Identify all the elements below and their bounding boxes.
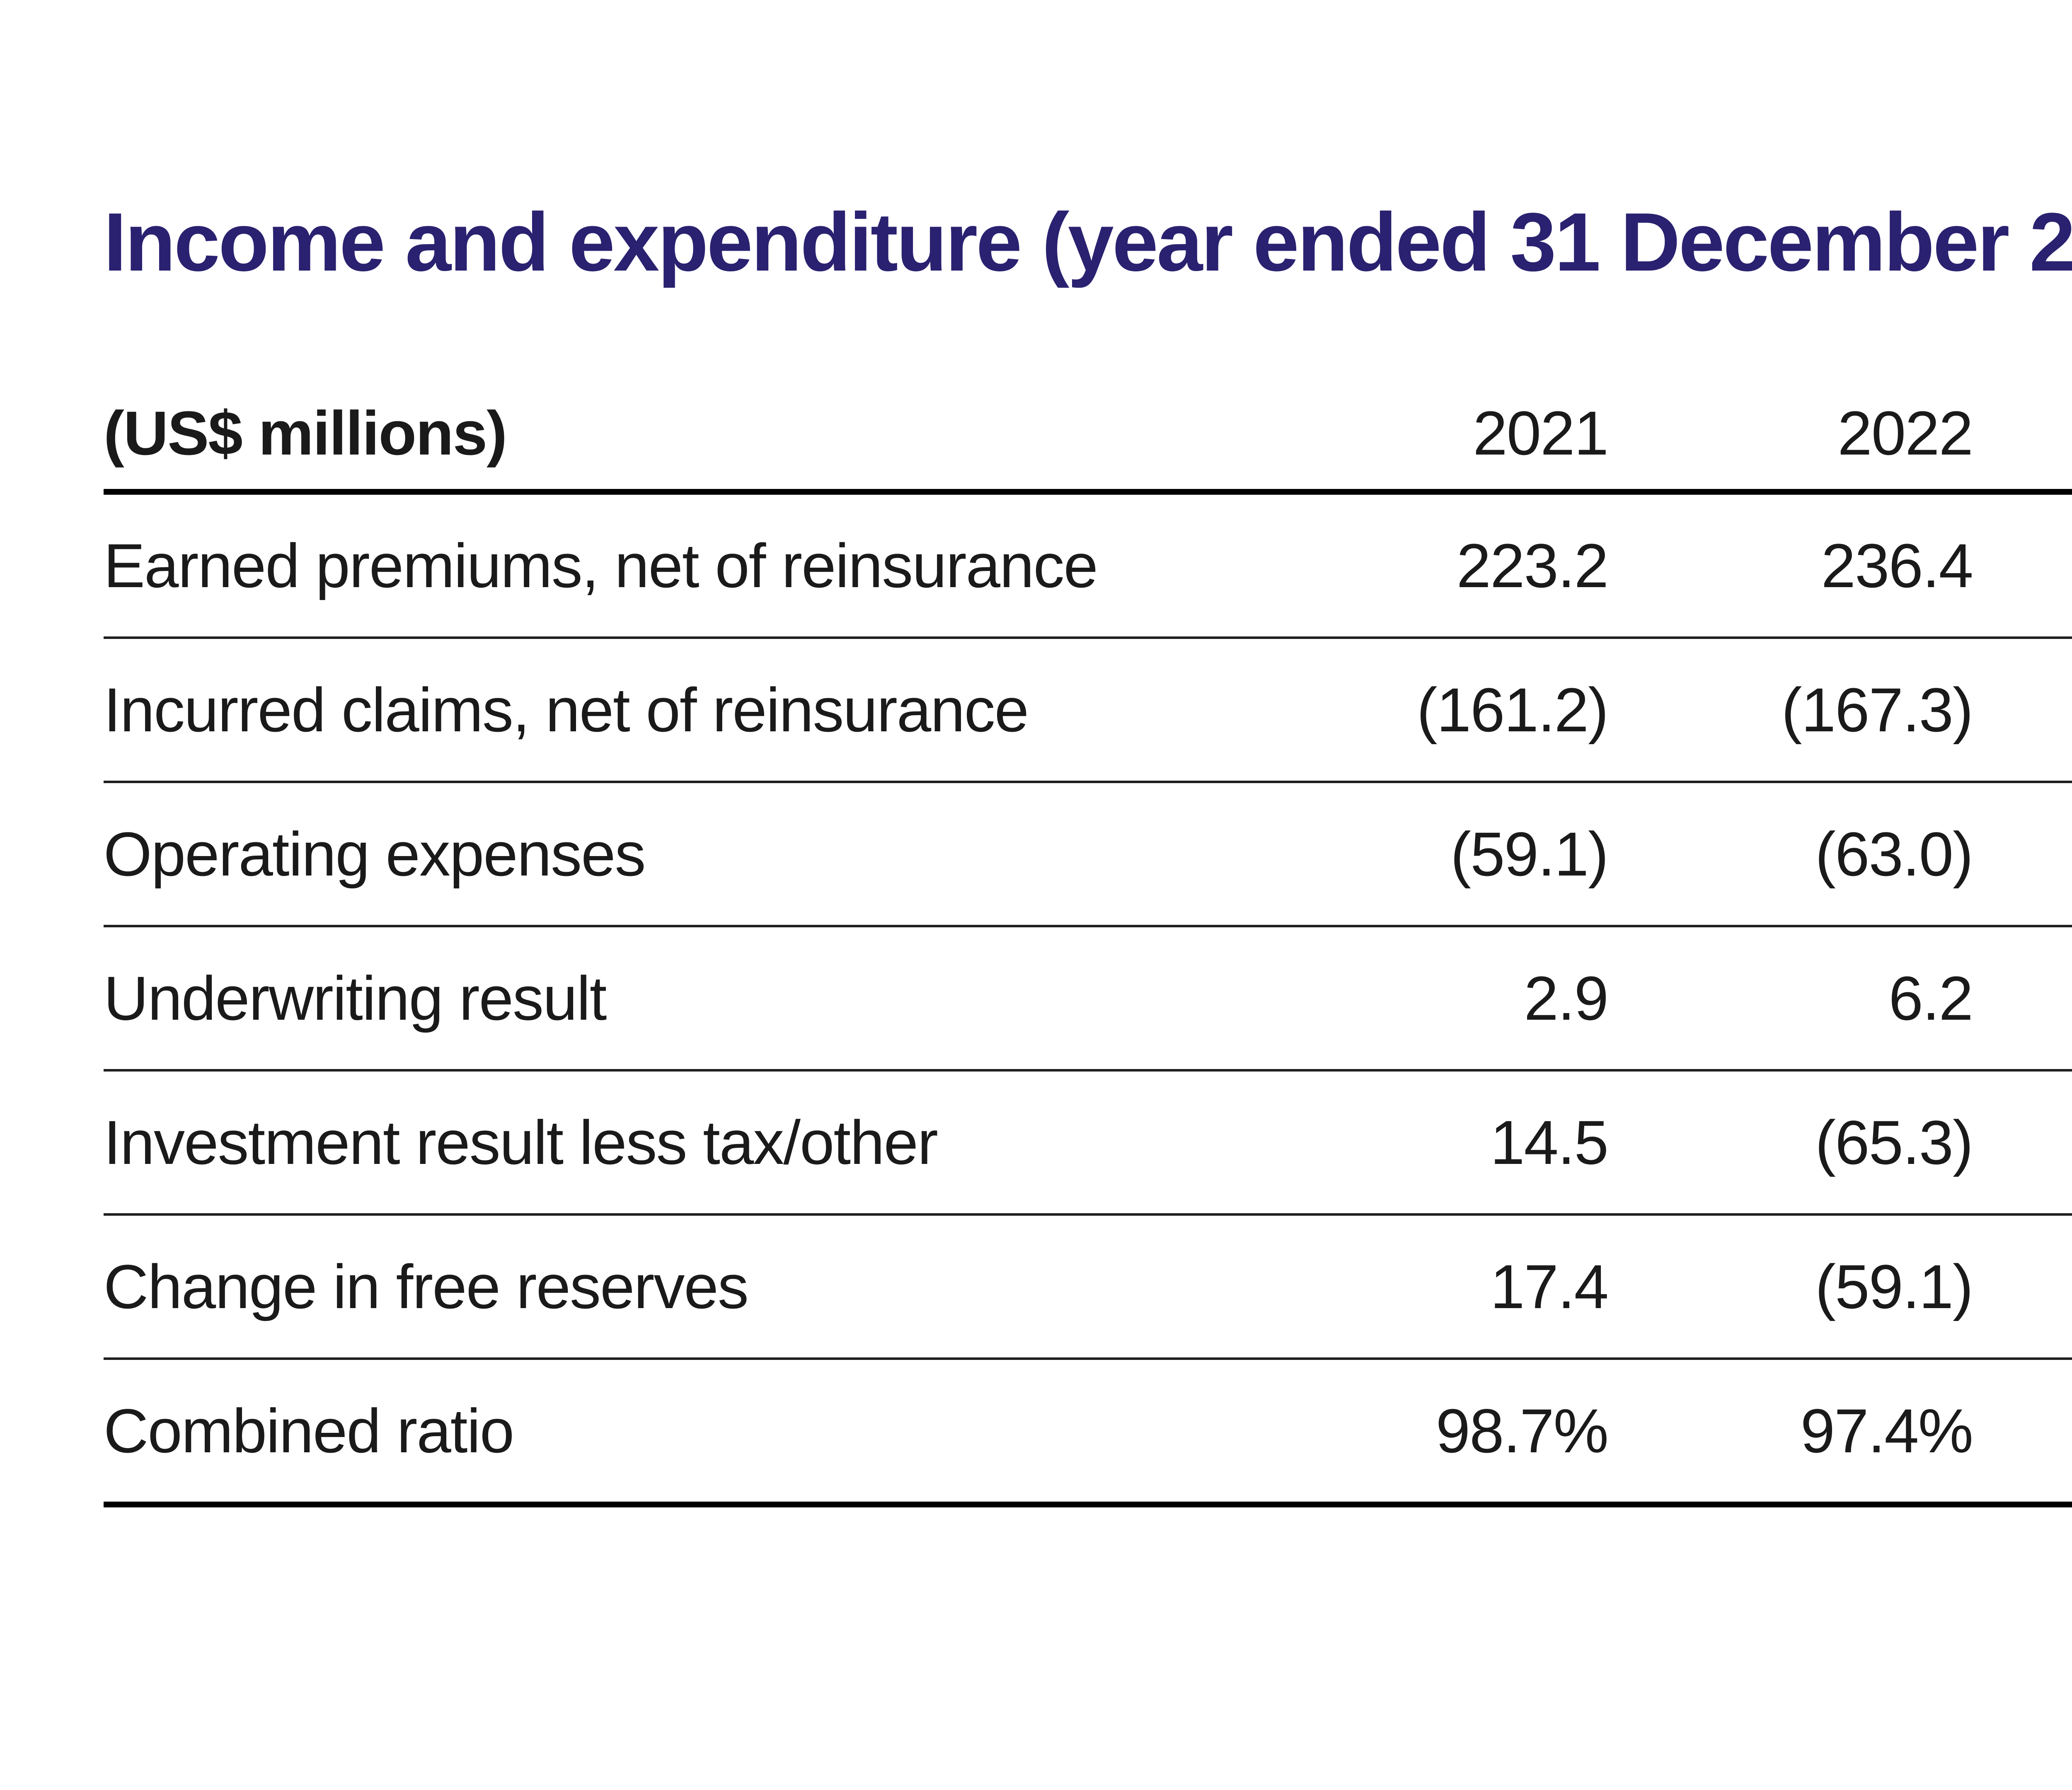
value-cell: (161.2) [1243, 638, 1609, 783]
value-cell: 97.4% [1608, 1359, 1973, 1507]
value-cell: 2.9 [1243, 926, 1609, 1072]
table-header: (US$ millions) 2021 2022 2023 2024 2025 [104, 369, 2072, 495]
table-row: Earned premiums, net of reinsurance 223.2… [104, 492, 2072, 639]
income-expenditure-table: (US$ millions) 2021 2022 2023 2024 2025 … [104, 369, 2072, 1507]
row-label: Earned premiums, net of reinsurance [104, 492, 1243, 639]
value-cell: 248.9 [1973, 492, 2072, 639]
value-cell: (63.0) [1608, 782, 1973, 927]
value-cell: 14.5 [1243, 1070, 1609, 1216]
table-row: Change in free reserves17.4(59.1)69.540.… [104, 1214, 2072, 1360]
page-title: Income and expenditure (year ended 31 De… [104, 196, 2072, 288]
year-header-2021: 2021 [1243, 369, 1609, 495]
unit-label: (US$ millions) [104, 369, 1243, 495]
row-label: Investment result less tax/other [104, 1070, 1243, 1216]
year-header-2023: 2023 [1973, 369, 2072, 495]
value-cell: (173.8) [1973, 638, 2072, 783]
value-cell: 17.4 [1243, 1214, 1609, 1360]
value-cell: 223.2 [1243, 492, 1609, 639]
value-cell: (59.1) [1243, 782, 1609, 927]
value-cell: 4.1 [1973, 926, 2072, 1072]
table-row: Incurred claims, net of reinsurance (161.… [104, 638, 2072, 783]
table-row: Operating expenses(59.1)(63.0)(71.0)(75.… [104, 782, 2072, 927]
table-row: Investment result less tax/other 14.5 (65.… [104, 1070, 2072, 1216]
row-label: Underwriting result [104, 926, 1243, 1072]
table-body: Earned premiums, net of reinsurance 223.2… [104, 492, 2072, 1507]
value-cell: (167.3) [1608, 638, 1973, 783]
page: Income and expenditure (year ended 31 De… [0, 195, 2072, 1790]
row-label: Operating expenses [104, 782, 1243, 927]
value-cell: 6.2 [1608, 926, 1973, 1072]
row-label: Combined ratio [104, 1359, 1243, 1507]
header-row: (US$ millions) 2021 2022 2023 2024 2025 [104, 369, 2072, 495]
value-cell: 69.5 [1973, 1214, 2072, 1360]
value-cell: (59.1) [1608, 1214, 1973, 1360]
row-label: Incurred claims, net of reinsurance [104, 638, 1243, 783]
value-cell: 98.7% [1243, 1359, 1609, 1507]
value-cell: (65.3) [1608, 1070, 1973, 1216]
value-cell: 98.4% [1973, 1359, 2072, 1507]
year-header-2022: 2022 [1608, 369, 1973, 495]
row-label: Change in free reserves [104, 1214, 1243, 1360]
value-cell: (71.0) [1973, 782, 2072, 927]
value-cell: 65.4 [1973, 1070, 2072, 1216]
value-cell: 236.4 [1608, 492, 1973, 639]
